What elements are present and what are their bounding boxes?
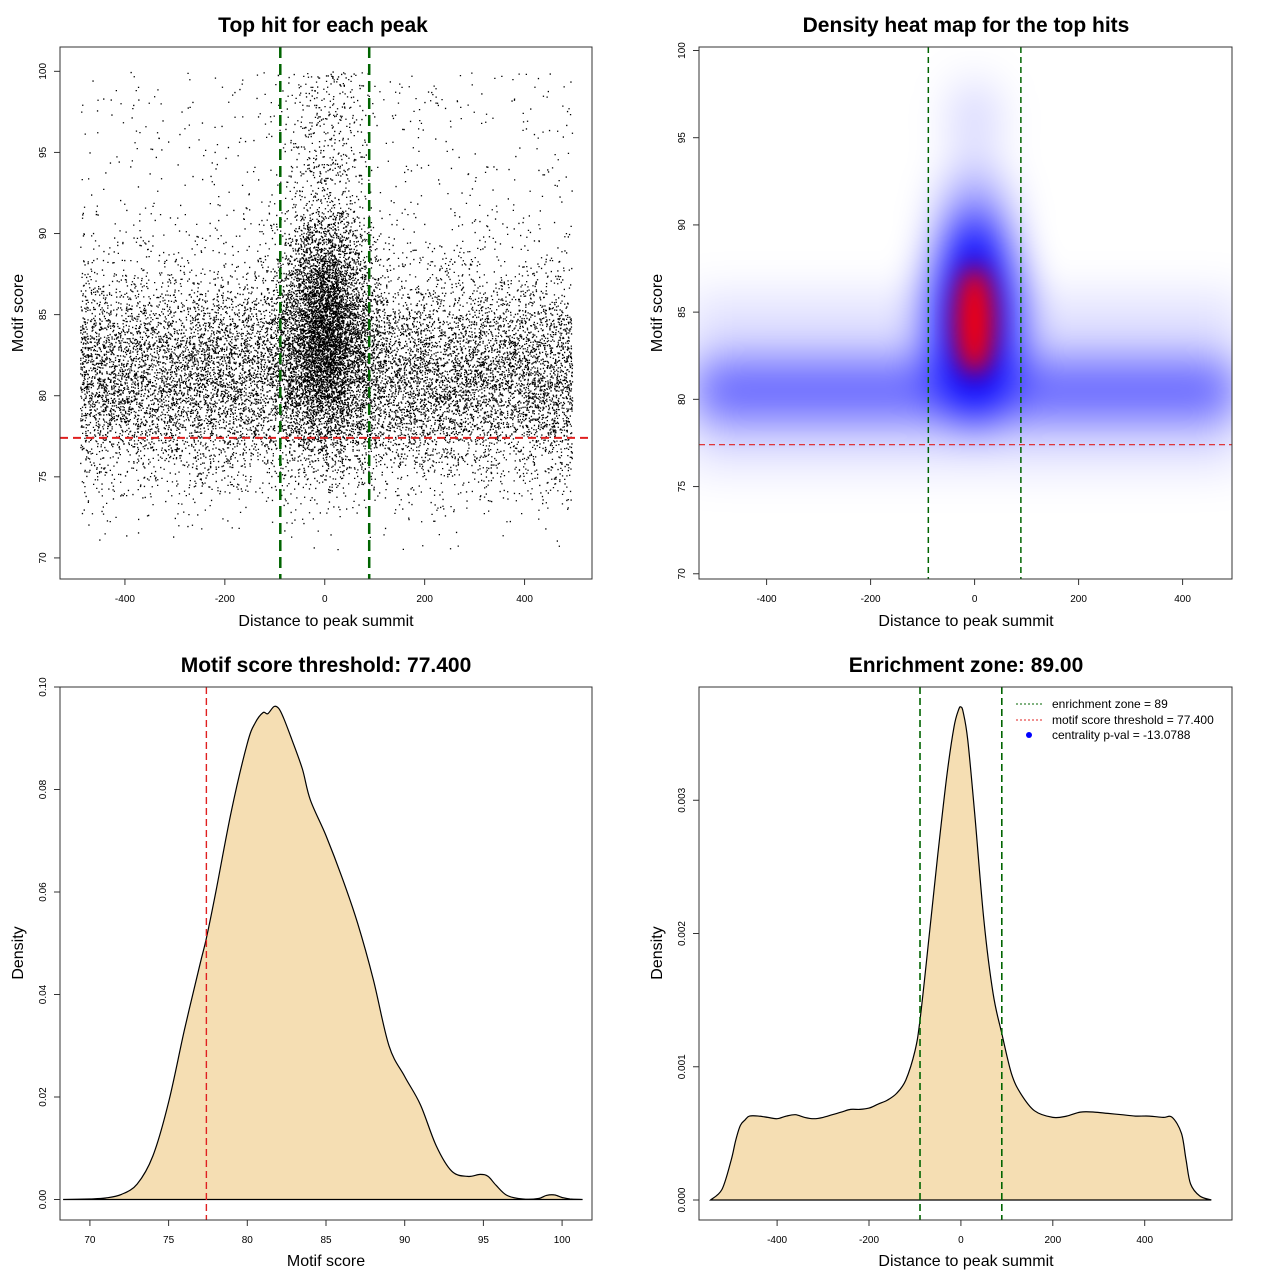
distance-density-legend: enrichment zone = 89 motif score thresho… [1016,697,1214,742]
heatmap-ytick-label: 95 [677,132,688,144]
scatter-xtick-label: 0 [322,594,328,605]
heatmap-blur-core [954,265,995,376]
scatter-ytick-label: 70 [38,552,49,564]
scatter-x-axis: -400 -200 0 200 400 [115,579,533,605]
heatmap-xtick-label: 400 [1174,594,1191,605]
score-density-ytick-label: 0.00 [38,1189,49,1209]
heatmap-title: Density heat map for the top hits [803,14,1130,37]
score-density-ytick-label: 0.06 [38,882,49,902]
heatmap-xtick-label: -400 [757,594,777,605]
scatter-point-cloud [80,71,574,551]
scatter-ytick-label: 90 [38,228,49,240]
heatmap-ylabel: Motif score [649,274,666,352]
scatter-ytick-label: 80 [38,390,49,402]
distance-density-panel: Enrichment zone: 89.00 -400 -200 0 200 400 0… [649,654,1233,1270]
scatter-ytick-label: 75 [38,471,49,483]
score-density-xtick-label: 95 [478,1235,490,1246]
score-density-xtick-label: 70 [84,1235,96,1246]
scatter-ytick-label: 95 [38,146,49,158]
heatmap-ytick-label: 80 [677,393,688,405]
heatmap-xtick-label: -200 [861,594,881,605]
scatter-points [80,71,574,551]
legend-pval-label: centrality p-val = -13.0788 [1052,728,1191,742]
score-density-xtick-label: 75 [163,1235,175,1246]
distance-density-area [708,706,1212,1201]
scatter-xtick-label: 200 [416,594,433,605]
distance-density-ytick-label: 0.001 [677,1054,688,1079]
distance-density-ylabel: Density [649,926,666,979]
distance-density-xtick-label: -200 [859,1235,879,1246]
heatmap-xtick-label: 0 [972,594,978,605]
score-density-ytick-label: 0.10 [38,677,49,697]
heatmap-upper-tail [952,80,997,161]
heatmap-xtick-label: 200 [1070,594,1087,605]
legend-zone-label: enrichment zone = 89 [1052,697,1168,711]
distance-density-ytick-label: 0.002 [677,921,688,946]
distance-density-ytick-label: 0.000 [677,1187,688,1212]
distance-density-xlabel: Distance to peak summit [878,1253,1054,1270]
score-density-xtick-label: 85 [320,1235,332,1246]
scatter-xtick-label: 400 [516,594,533,605]
score-density-ytick-label: 0.04 [38,984,49,1004]
scatter-y-axis: 70 75 80 85 90 95 100 [38,63,60,564]
score-density-ytick-label: 0.02 [38,1087,49,1107]
heatmap-density [699,47,1232,579]
scatter-xtick-label: -400 [115,594,135,605]
heatmap-panel: Density heat map for the top hits -400 -2… [649,14,1233,630]
legend-threshold-label: motif score threshold = 77.400 [1052,713,1214,727]
heatmap-overlays [699,47,1232,579]
distance-density-xtick-label: 400 [1136,1235,1153,1246]
distance-density-y-axis: 0.000 0.001 0.002 0.003 [677,787,699,1213]
legend-pval-marker [1026,732,1032,738]
score-density-area [63,705,583,1201]
score-density-title: Motif score threshold: 77.400 [181,654,472,677]
heatmap-ytick-label: 70 [677,568,688,580]
heatmap-ytick-label: 100 [677,42,688,59]
scatter-ytick-label: 100 [38,63,49,80]
heatmap-x-axis: -400 -200 0 200 400 [757,579,1191,605]
scatter-ytick-label: 85 [38,309,49,321]
heatmap-ytick-label: 75 [677,481,688,493]
heatmap-xlabel: Distance to peak summit [878,613,1054,630]
score-density-xtick-label: 90 [399,1235,411,1246]
distance-density-title: Enrichment zone: 89.00 [849,654,1084,677]
distance-density-ytick-label: 0.003 [677,787,688,812]
score-density-xtick-label: 80 [242,1235,254,1246]
distance-density-xtick-label: 200 [1044,1235,1061,1246]
scatter-title: Top hit for each peak [218,14,428,37]
score-density-ylabel: Density [10,926,27,979]
heatmap-ytick-label: 85 [677,306,688,318]
distance-density-x-axis: -400 -200 0 200 400 [767,1220,1153,1246]
score-density-ytick-label: 0.08 [38,779,49,799]
score-density-xtick-label: 100 [554,1235,571,1246]
score-density-x-axis: 70 75 80 85 90 95 100 [84,1220,571,1246]
score-density-y-axis: 0.00 0.02 0.04 0.06 0.08 0.10 [38,677,60,1209]
scatter-frame [59,46,593,580]
distance-density-xtick-label: 0 [958,1235,964,1246]
heatmap-core-red [954,265,995,376]
scatter-xtick-label: -200 [215,594,235,605]
score-density-curve [63,705,583,1201]
heatmap-y-axis: 70 75 80 85 90 95 100 [677,42,699,580]
distance-density-frame [698,686,1233,1221]
scatter-xlabel: Distance to peak summit [238,613,414,630]
heatmap-frame [698,46,1233,580]
heatmap-ytick-label: 90 [677,219,688,231]
distance-density-xtick-label: -400 [767,1235,787,1246]
score-density-panel: Motif score threshold: 77.400 70 75 80 85 90… [10,654,593,1270]
distance-density-curve [708,706,1212,1201]
score-density-xlabel: Motif score [287,1253,365,1270]
distance-density-overlays [919,687,1003,1220]
scatter-overlays [60,47,592,579]
scatter-ylabel: Motif score [10,274,27,352]
scatter-panel: Top hit for each peak -400 -200 0 200 400 70… [10,14,593,630]
